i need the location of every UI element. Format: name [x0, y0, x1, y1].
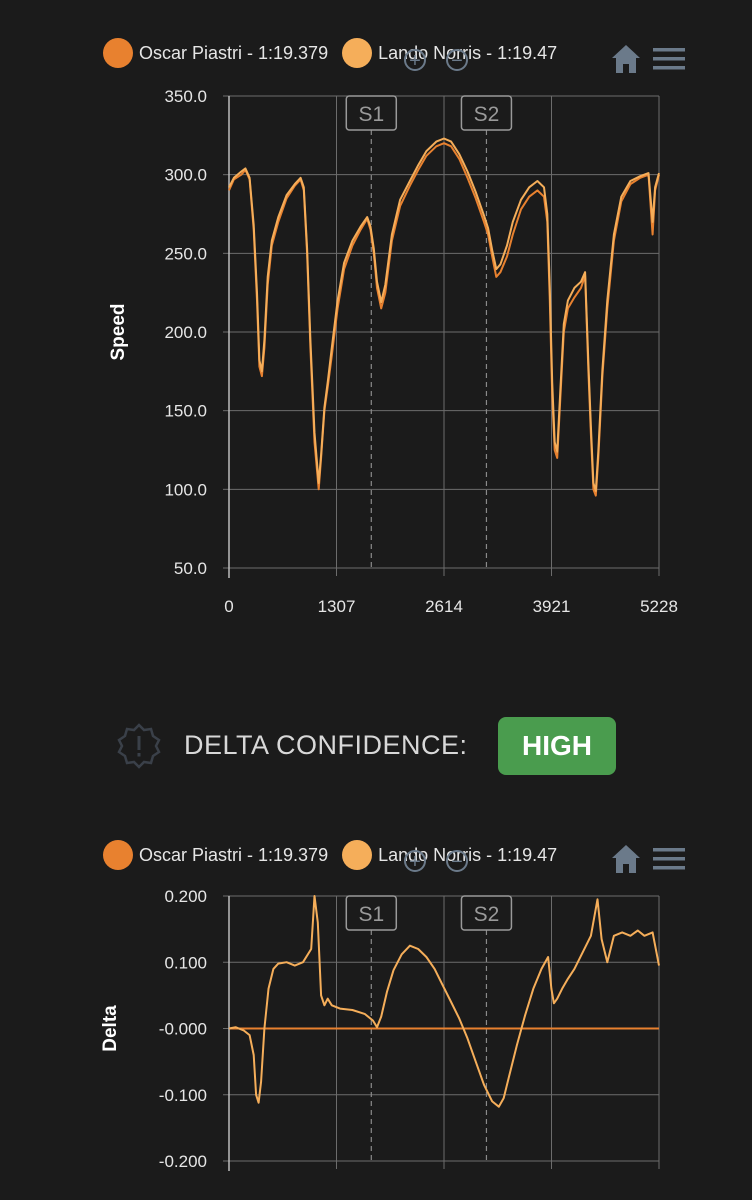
delta-confidence-label: DELTA CONFIDENCE:: [184, 730, 468, 760]
legend-item-piastri[interactable]: Oscar Piastri - 1:19.379: [103, 38, 328, 68]
hamburger-menu-icon[interactable]: [651, 46, 687, 72]
confidence-badge: HIGH: [498, 717, 616, 775]
zoom-in-icon[interactable]: +: [404, 49, 426, 71]
y-tick-label: 200.0: [164, 323, 207, 342]
y-tick-label: -0.200: [159, 1152, 207, 1171]
sector-box-s2: [460, 895, 513, 931]
legend-dot-icon: [342, 840, 373, 870]
legend-dot-icon: [103, 840, 133, 870]
delta-legend: Oscar Piastri - 1:19.379 Lando Norris - …: [103, 840, 557, 870]
zoom-in-icon[interactable]: +: [404, 850, 426, 872]
alert-badge-icon: [117, 723, 161, 769]
delta-confidence-row: DELTA CONFIDENCE: HIGH: [0, 716, 752, 776]
series-line-norris: [228, 137, 660, 492]
zoom-out-icon[interactable]: −: [446, 850, 468, 872]
legend-label-piastri: Oscar Piastri - 1:19.379: [139, 844, 329, 865]
series-line-norris: [228, 895, 660, 1108]
x-tick-label: 5228: [640, 597, 678, 616]
sector-label-s1: S1: [358, 103, 384, 126]
y-tick-label: 350.0: [164, 87, 207, 106]
x-tick-label: 0: [224, 597, 233, 616]
home-icon[interactable]: [609, 842, 643, 876]
y-tick-label: 0.100: [164, 953, 207, 972]
sector-label-s1: S1: [358, 903, 384, 926]
y-tick-label: -0.000: [159, 1020, 207, 1039]
speed-chart-section: Oscar Piastri - 1:19.379 Lando Norris - …: [103, 38, 687, 616]
delta-chart-section: Oscar Piastri - 1:19.379 Lando Norris - …: [0, 820, 752, 1200]
legend-label-piastri: Oscar Piastri - 1:19.379: [139, 42, 329, 63]
y-axis-label: Delta: [100, 1005, 121, 1052]
y-axis-label: Speed: [108, 303, 129, 360]
y-tick-label: 150.0: [164, 402, 207, 421]
delta-toolbar: + −: [404, 850, 472, 872]
y-tick-label: 50.0: [174, 559, 207, 578]
y-tick-label: 0.200: [164, 887, 207, 906]
y-tick-label: 250.0: [164, 244, 207, 263]
zoom-out-icon[interactable]: −: [446, 49, 468, 71]
delta-chart: 0.200 0.100 -0.000 -0.100 -0.200 Delta S1 S2: [100, 887, 660, 1171]
x-tick-label: 3921: [533, 597, 571, 616]
x-tick-label: 1307: [318, 597, 356, 616]
y-tick-label: 100.0: [164, 480, 207, 499]
legend-item-piastri[interactable]: Oscar Piastri - 1:19.379: [103, 840, 328, 870]
x-tick-label: 2614: [425, 597, 463, 616]
home-icon[interactable]: [609, 42, 643, 76]
speed-toolbar: + −: [404, 49, 472, 71]
hamburger-menu-icon[interactable]: [651, 846, 687, 872]
legend-dot-icon: [342, 38, 373, 68]
y-tick-label: 300.0: [164, 166, 207, 185]
sector-label-s2: S2: [474, 903, 500, 926]
sector-label-s2: S2: [474, 103, 500, 126]
sector-box-s1: [345, 95, 398, 131]
sector-box-s1: [345, 895, 398, 931]
legend-dot-icon: [103, 38, 133, 68]
y-tick-label: -0.100: [159, 1086, 207, 1105]
speed-chart: 350.0 300.0 250.0 200.0 150.0 100.0 50.0 0 1307 2…: [108, 87, 678, 616]
sector-box-s2: [460, 95, 513, 131]
